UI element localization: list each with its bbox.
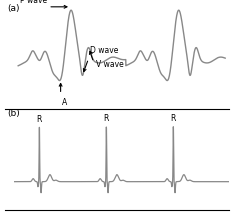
- Text: V wave: V wave: [96, 60, 124, 69]
- Text: A: A: [62, 98, 67, 107]
- Text: R: R: [104, 114, 109, 123]
- Text: R: R: [171, 114, 176, 123]
- Text: (a): (a): [7, 5, 20, 13]
- Text: R: R: [37, 115, 42, 124]
- Text: P wave: P wave: [20, 0, 47, 5]
- Text: D wave: D wave: [90, 46, 118, 55]
- Text: (b): (b): [7, 109, 20, 118]
